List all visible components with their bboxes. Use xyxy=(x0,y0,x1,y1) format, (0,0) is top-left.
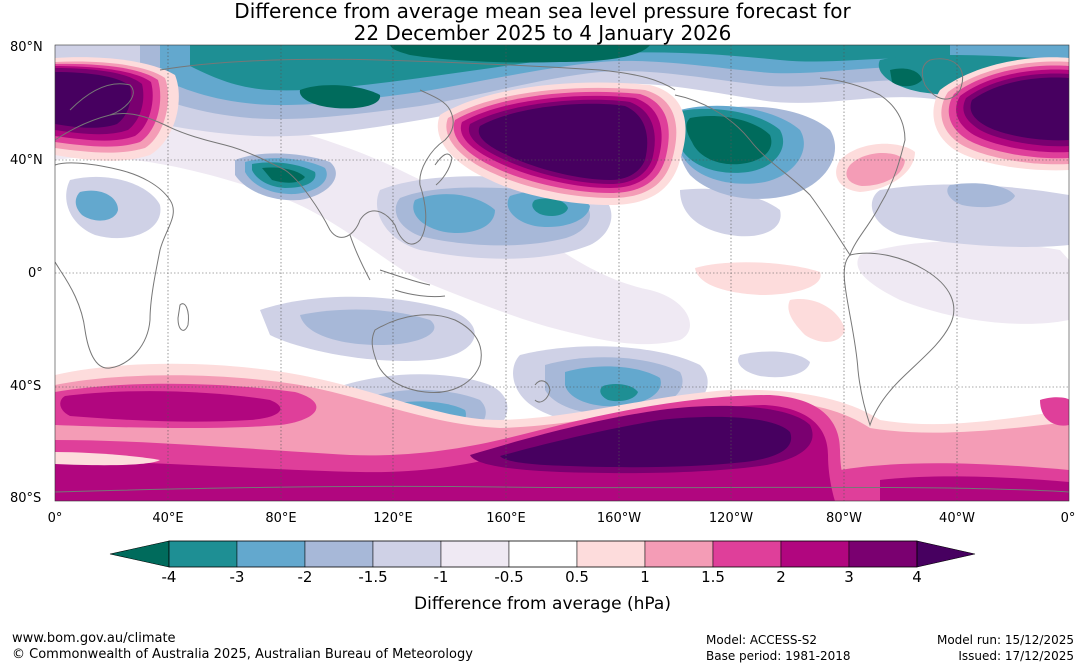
anomaly-region xyxy=(695,262,821,295)
anomaly-region xyxy=(55,117,690,345)
anomaly-region xyxy=(738,351,810,378)
lon-label-0-right: 0° xyxy=(1060,511,1076,526)
lon-label-160e: 160°E xyxy=(486,511,526,526)
colorbar-cell xyxy=(576,540,646,568)
anomaly-region xyxy=(970,77,1069,141)
colorbar-cell xyxy=(848,540,918,568)
map-title-line-1: Difference from average mean sea level p… xyxy=(234,0,851,23)
colorbar-tick-label: -1.5 xyxy=(358,568,388,586)
coastline-south-america xyxy=(843,252,955,427)
colorbar-cell xyxy=(304,540,374,568)
colorbar xyxy=(109,540,976,568)
colorbar-tick-label: 1.5 xyxy=(701,568,725,586)
anomaly-region xyxy=(680,188,781,237)
colorbar-tick-label: 2 xyxy=(776,568,786,586)
colorbar-cell xyxy=(780,540,850,568)
anomaly-region xyxy=(190,45,950,91)
colorbar-tick-label: -0.5 xyxy=(494,568,524,586)
lat-label-40s: 40°S xyxy=(10,379,42,394)
colorbar-cell xyxy=(508,540,578,568)
coastline-antarctica xyxy=(55,485,1069,493)
lat-label-80n: 80°N xyxy=(10,40,43,55)
anomaly-region xyxy=(788,299,845,342)
footer-model-run: Model run: 15/12/2025 xyxy=(936,633,1074,647)
lat-label-40n: 40°N xyxy=(10,153,43,168)
colorbar-tick-label: -3 xyxy=(229,568,245,586)
anomaly-region xyxy=(532,198,568,216)
anomaly-region xyxy=(60,391,281,422)
lon-label-160w: 160°W xyxy=(596,511,642,526)
coastline-madagascar xyxy=(177,303,189,331)
coastline-asia-north xyxy=(159,58,676,91)
anomaly-region xyxy=(857,241,1069,324)
coastline-se-asia xyxy=(349,234,446,298)
footer-base-period: Base period: 1981-2018 xyxy=(706,649,851,663)
lon-label-80w: 80°W xyxy=(826,511,862,526)
graticule xyxy=(55,45,1069,501)
anomaly-region xyxy=(890,68,922,87)
colorbar-tick-label: -1 xyxy=(433,568,449,586)
anomaly-region xyxy=(871,184,1069,247)
anomaly-region xyxy=(55,72,131,128)
colorbar-cell xyxy=(644,540,714,568)
colorbar-tick-label: 1 xyxy=(640,568,650,586)
lon-label-120w: 120°W xyxy=(708,511,754,526)
anomaly-region xyxy=(1040,397,1069,426)
coastline-greenland xyxy=(921,58,964,100)
map-title-line-2: 22 December 2025 to 4 January 2026 xyxy=(353,21,732,45)
colorbar-cell xyxy=(712,540,782,568)
anomaly-region xyxy=(500,416,792,468)
lat-label-equator: 0° xyxy=(28,266,43,281)
coastline-africa xyxy=(55,162,174,369)
anomaly-region xyxy=(686,115,772,165)
anomaly-region xyxy=(413,194,495,234)
coastline-new-zealand xyxy=(534,380,551,403)
colorbar-cell xyxy=(236,540,306,568)
anomaly-region xyxy=(478,103,648,180)
footer-copyright: © Commonwealth of Australia 2025, Austra… xyxy=(12,647,473,662)
coastline-australia xyxy=(371,314,482,394)
footer-issued: Issued: 17/12/2025 xyxy=(958,649,1074,663)
colorbar-tick-label: -2 xyxy=(297,568,313,586)
anomaly-region xyxy=(947,183,1015,208)
colorbar-tick-label: -4 xyxy=(161,568,177,586)
coastline-eurasia xyxy=(55,89,454,245)
footer-model: Model: ACCESS-S2 xyxy=(706,633,818,647)
colorbar-cells xyxy=(168,540,918,568)
colorbar-cell xyxy=(168,540,238,568)
colorbar-tick-label: 4 xyxy=(912,568,922,586)
anomaly-region xyxy=(262,167,305,183)
colorbar-tick-label: 3 xyxy=(844,568,854,586)
anomaly-region xyxy=(55,452,160,466)
lon-label-80e: 80°E xyxy=(265,511,297,526)
lon-label-40w: 40°W xyxy=(939,511,975,526)
coastline-north-america xyxy=(674,77,906,257)
anomaly-region xyxy=(846,153,905,186)
map-frame xyxy=(54,44,1070,502)
colorbar-label: Difference from average (hPa) xyxy=(414,594,671,614)
colorbar-outline xyxy=(168,540,918,568)
anomaly-region xyxy=(75,190,118,221)
colorbar-tick-label: 0.5 xyxy=(565,568,589,586)
colorbar-cell xyxy=(440,540,510,568)
anomaly-fields xyxy=(55,45,1069,501)
coastlines xyxy=(55,58,1069,493)
lon-label-0-left: 0° xyxy=(47,511,63,526)
anomaly-region xyxy=(390,45,650,63)
lon-label-120e: 120°E xyxy=(373,511,413,526)
anomaly-region xyxy=(299,85,381,109)
colorbar-extend-high xyxy=(916,540,976,568)
coastline-japan xyxy=(434,153,453,186)
coastline-europe-north xyxy=(69,83,134,116)
lat-label-80s: 80°S xyxy=(10,491,42,506)
lon-label-40e: 40°E xyxy=(152,511,184,526)
colorbar-extend-low xyxy=(109,540,170,568)
footer-url: www.bom.gov.au/climate xyxy=(12,631,176,646)
colorbar-cell xyxy=(372,540,442,568)
